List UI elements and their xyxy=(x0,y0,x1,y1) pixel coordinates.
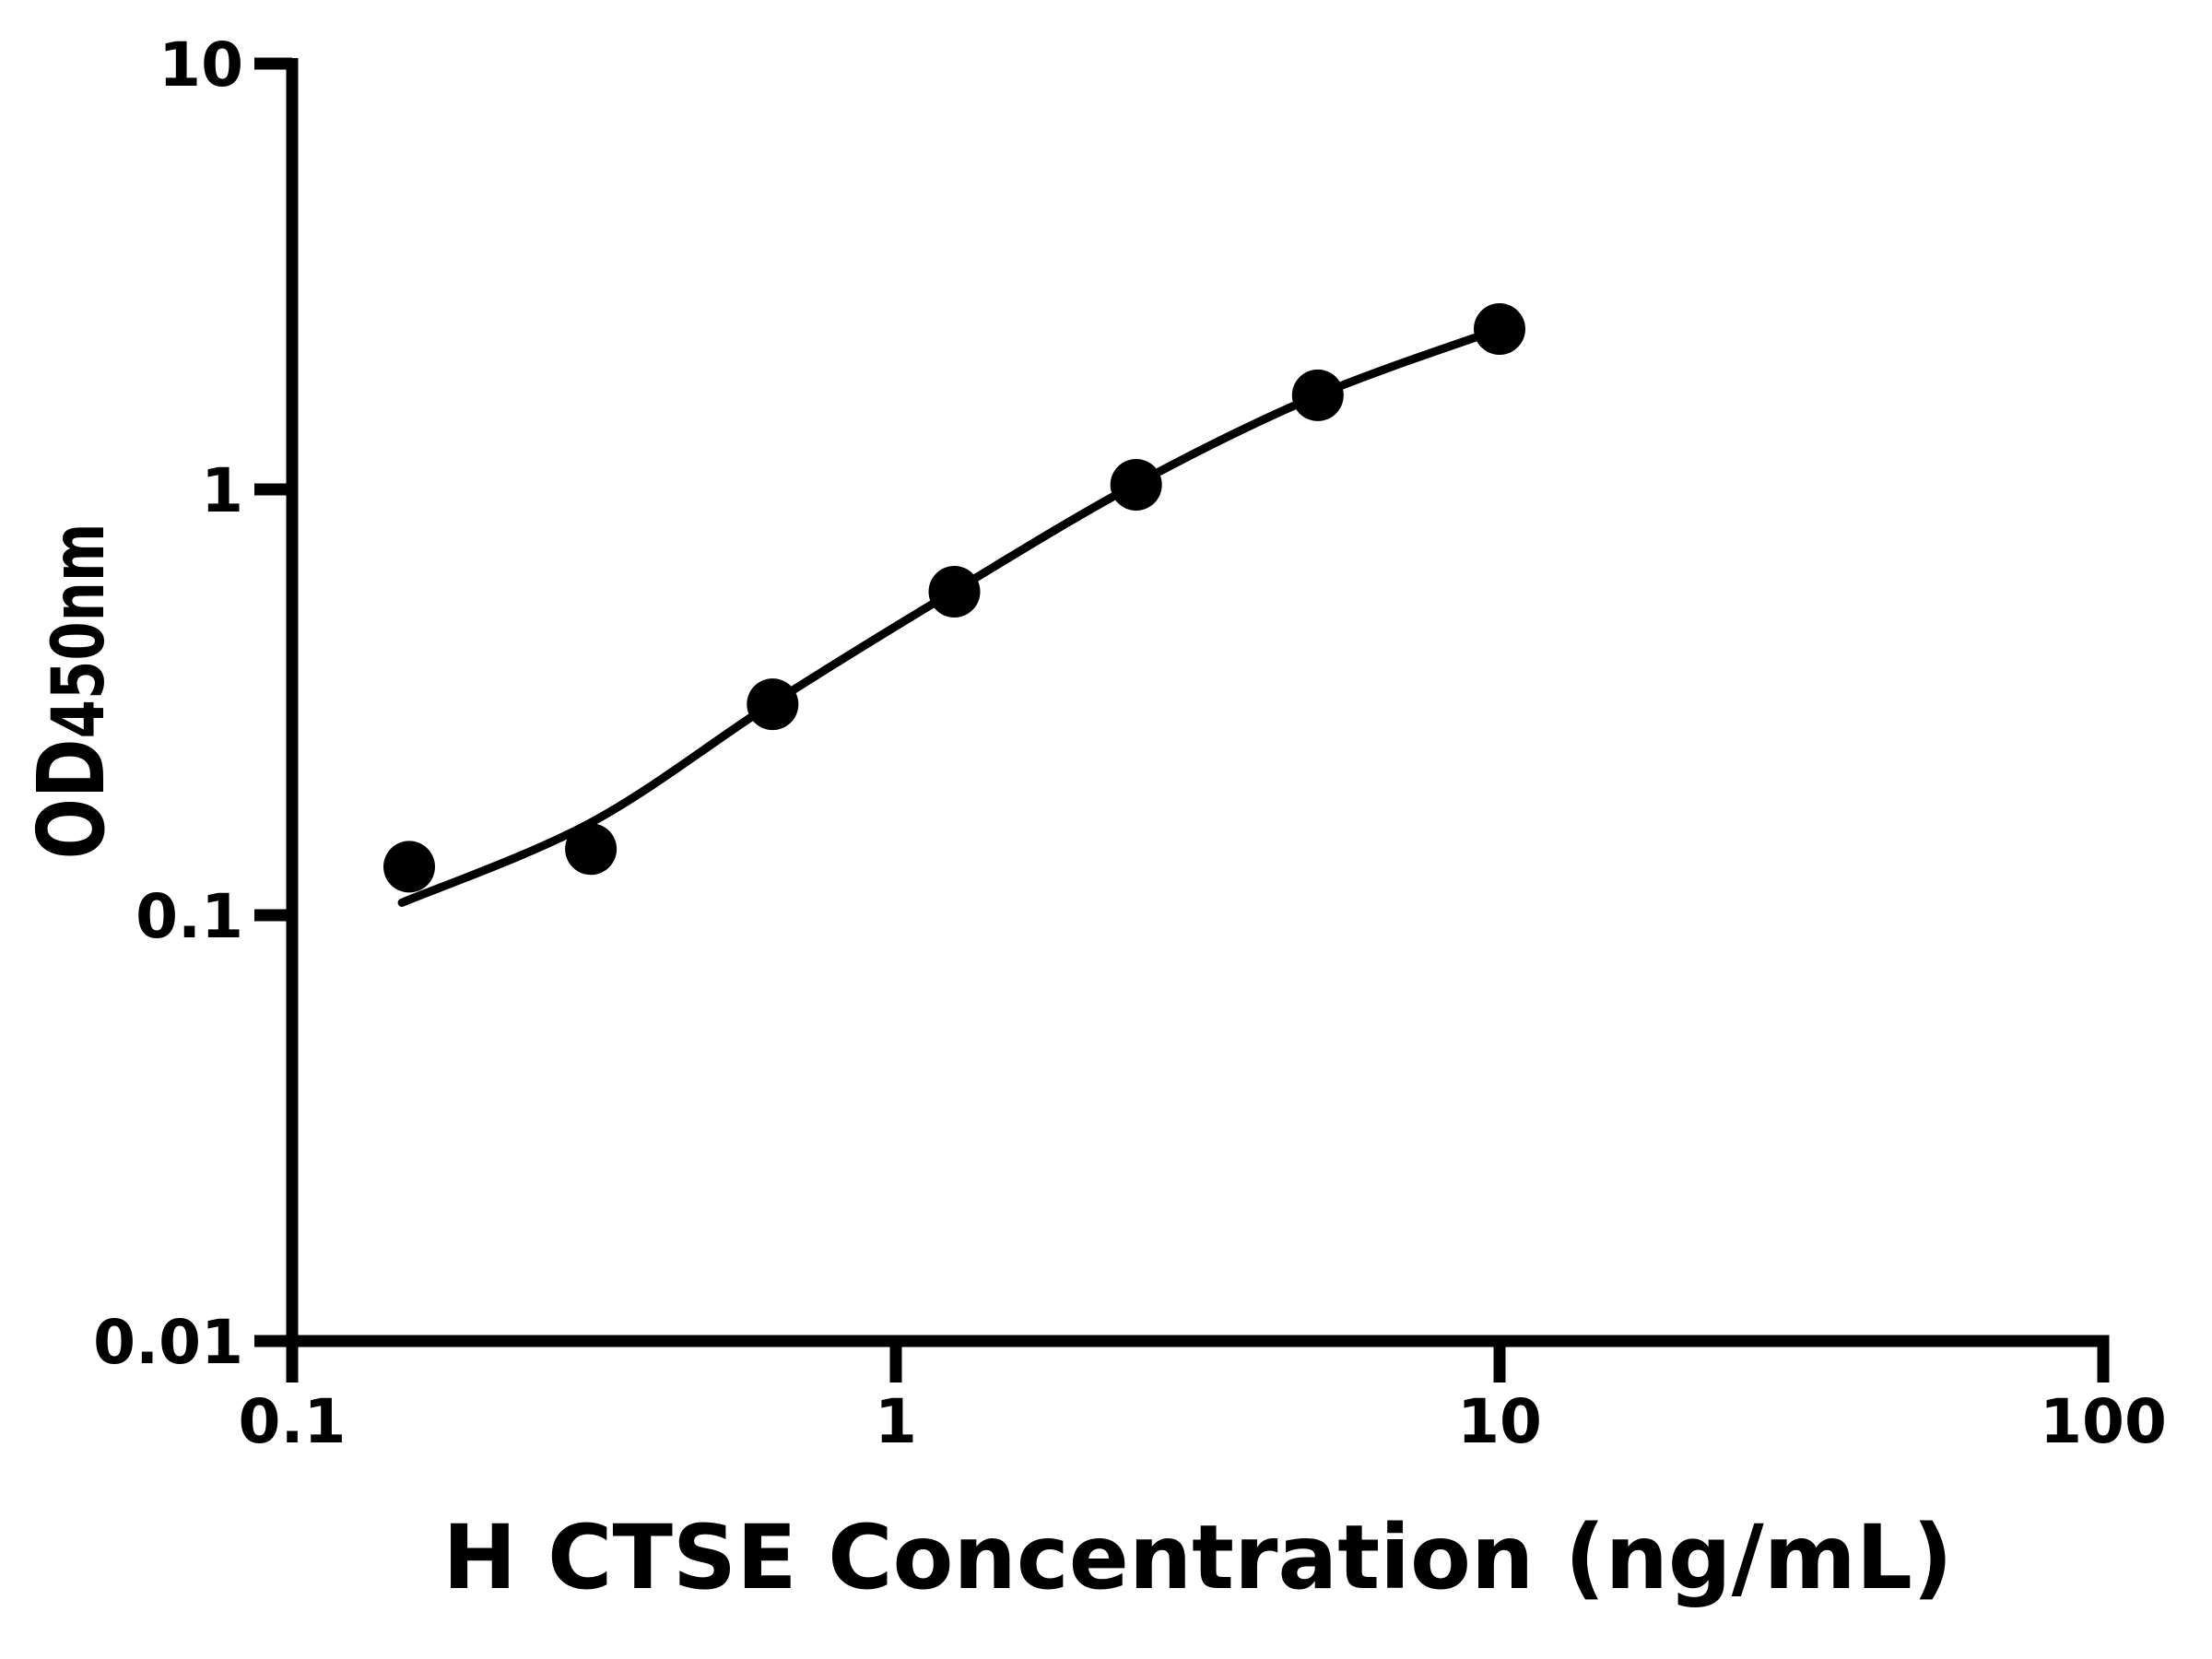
x-tick-label: 1 xyxy=(875,1386,917,1457)
data-point xyxy=(1291,369,1344,421)
x-tick-label: 10 xyxy=(1457,1386,1542,1457)
data-point xyxy=(383,841,435,893)
x-tick-label: 0.1 xyxy=(239,1386,347,1457)
data-point xyxy=(1110,459,1162,511)
y-tick-label: 10 xyxy=(159,29,243,100)
y-tick-label: 1 xyxy=(201,455,243,526)
x-tick-label: 100 xyxy=(2040,1386,2167,1457)
y-axis-title: OD450nm xyxy=(18,523,125,860)
y-tick-label: 0.1 xyxy=(135,881,243,952)
y-axis-title-main: OD xyxy=(18,738,125,860)
data-point xyxy=(928,566,981,618)
data-point xyxy=(747,678,799,731)
data-point xyxy=(1474,303,1525,355)
y-axis-title-sub: 450nm xyxy=(38,523,121,739)
y-tick-label: 0.01 xyxy=(93,1307,243,1378)
data-point xyxy=(565,823,618,876)
x-axis-title: H CTSE Concentration (ng/mL) xyxy=(442,1506,1953,1609)
